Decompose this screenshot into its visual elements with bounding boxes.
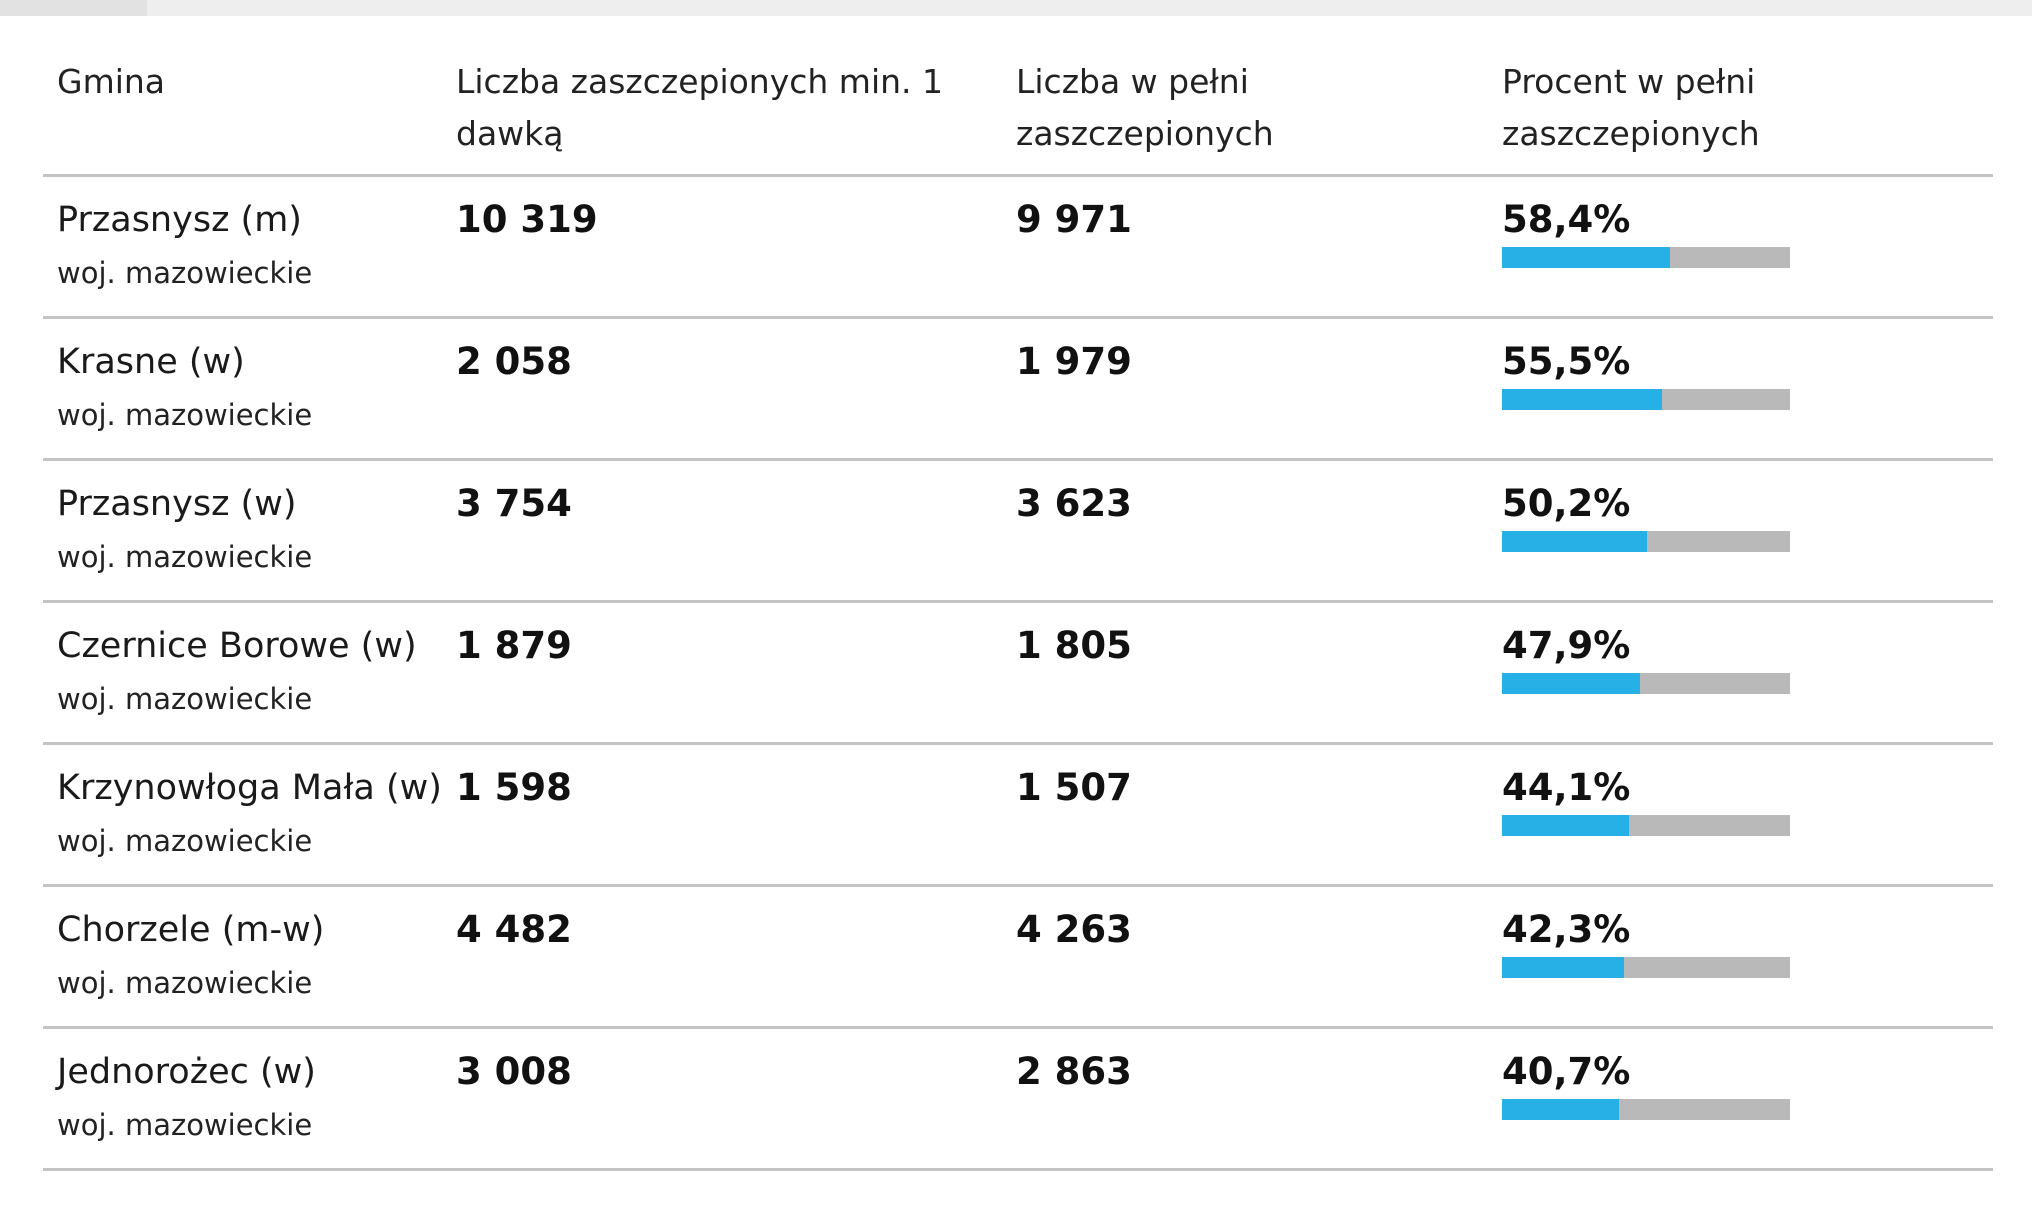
gmina-name: Czernice Borowe (w) — [57, 625, 417, 666]
min-one-dose-value: 10 319 — [456, 197, 598, 241]
top-strip — [0, 0, 2032, 16]
cell-min-one-dose: 3 008 — [442, 1027, 1002, 1171]
percent-bar-fill — [1502, 672, 1640, 694]
table-row: Krasne (w) woj. mazowieckie 2 058 1 979 55,5… — [43, 317, 1993, 461]
percent-bar — [1502, 246, 1790, 268]
min-one-dose-value: 1 879 — [456, 623, 572, 667]
header-percent-fully[interactable]: Procent w pełni zaszczepionych — [1488, 52, 1993, 177]
fully-vaccinated-value: 2 863 — [1016, 1049, 1132, 1093]
fully-vaccinated-value: 4 263 — [1016, 907, 1132, 951]
cell-gmina: Jednorożec (w) woj. mazowieckie — [43, 1027, 442, 1171]
cell-min-one-dose: 4 482 — [442, 885, 1002, 1029]
gmina-region: woj. mazowieckie — [57, 539, 313, 574]
cell-fully-vaccinated: 1 805 — [1002, 601, 1488, 745]
table-row: Krzynowłoga Mała (w) woj. mazowieckie 1 59… — [43, 743, 1993, 887]
cell-percent-fully: 58,4% — [1488, 175, 1993, 319]
cell-percent-fully: 44,1% — [1488, 743, 1993, 887]
table-row: Jednorożec (w) woj. mazowieckie 3 008 2 863… — [43, 1027, 1993, 1171]
percent-bar-fill — [1502, 388, 1662, 410]
vaccination-table: Gmina Liczba zaszczepionych min. 1 dawką… — [43, 52, 1993, 1171]
table-row: Czernice Borowe (w) woj. mazowieckie 1 879… — [43, 601, 1993, 745]
header-row: Gmina Liczba zaszczepionych min. 1 dawką… — [43, 52, 1993, 177]
min-one-dose-value: 3 754 — [456, 481, 572, 525]
percent-value: 55,5% — [1502, 339, 1631, 383]
cell-fully-vaccinated: 9 971 — [1002, 175, 1488, 319]
percent-value: 42,3% — [1502, 907, 1631, 951]
gmina-region: woj. mazowieckie — [57, 397, 313, 432]
gmina-region: woj. mazowieckie — [57, 255, 313, 290]
cell-min-one-dose: 10 319 — [442, 175, 1002, 319]
percent-bar — [1502, 814, 1790, 836]
cell-gmina: Krasne (w) woj. mazowieckie — [43, 317, 442, 461]
percent-bar-fill — [1502, 246, 1671, 268]
cell-gmina: Przasnysz (w) woj. mazowieckie — [43, 459, 442, 603]
top-tab[interactable] — [0, 0, 147, 16]
cell-gmina: Czernice Borowe (w) woj. mazowieckie — [43, 601, 442, 745]
percent-bar — [1502, 388, 1790, 410]
cell-fully-vaccinated: 2 863 — [1002, 1027, 1488, 1171]
table-row: Chorzele (m-w) woj. mazowieckie 4 482 4 263… — [43, 885, 1993, 1029]
gmina-region: woj. mazowieckie — [57, 823, 313, 858]
fully-vaccinated-value: 1 805 — [1016, 623, 1132, 667]
gmina-name: Chorzele (m-w) — [57, 909, 325, 950]
gmina-region: woj. mazowieckie — [57, 1107, 313, 1142]
percent-bar — [1502, 672, 1790, 694]
gmina-name: Przasnysz (m) — [57, 199, 302, 240]
table-body: Przasnysz (m) woj. mazowieckie 10 319 9 971… — [43, 175, 1993, 1171]
header-gmina[interactable]: Gmina — [43, 52, 442, 177]
cell-percent-fully: 47,9% — [1488, 601, 1993, 745]
cell-min-one-dose: 1 598 — [442, 743, 1002, 887]
gmina-name: Przasnysz (w) — [57, 483, 297, 524]
cell-gmina: Krzynowłoga Mała (w) woj. mazowieckie — [43, 743, 442, 887]
percent-value: 50,2% — [1502, 481, 1631, 525]
percent-bar-fill — [1502, 530, 1647, 552]
percent-bar-fill — [1502, 1098, 1620, 1120]
header-fully-vaccinated[interactable]: Liczba w pełni zaszczepionych — [1002, 52, 1488, 177]
cell-percent-fully: 50,2% — [1488, 459, 1993, 603]
percent-bar-fill — [1502, 814, 1629, 836]
cell-fully-vaccinated: 4 263 — [1002, 885, 1488, 1029]
header-min-one-dose[interactable]: Liczba zaszczepionych min. 1 dawką — [442, 52, 1002, 177]
percent-value: 44,1% — [1502, 765, 1631, 809]
table-row: Przasnysz (w) woj. mazowieckie 3 754 3 623 5… — [43, 459, 1993, 603]
cell-percent-fully: 40,7% — [1488, 1027, 1993, 1171]
min-one-dose-value: 2 058 — [456, 339, 572, 383]
percent-bar — [1502, 1098, 1790, 1120]
percent-value: 47,9% — [1502, 623, 1631, 667]
fully-vaccinated-value: 3 623 — [1016, 481, 1132, 525]
min-one-dose-value: 3 008 — [456, 1049, 572, 1093]
cell-min-one-dose: 3 754 — [442, 459, 1002, 603]
cell-min-one-dose: 2 058 — [442, 317, 1002, 461]
cell-gmina: Chorzele (m-w) woj. mazowieckie — [43, 885, 442, 1029]
cell-percent-fully: 55,5% — [1488, 317, 1993, 461]
min-one-dose-value: 4 482 — [456, 907, 572, 951]
cell-fully-vaccinated: 3 623 — [1002, 459, 1488, 603]
table-row: Przasnysz (m) woj. mazowieckie 10 319 9 971… — [43, 175, 1993, 319]
percent-value: 58,4% — [1502, 197, 1631, 241]
fully-vaccinated-value: 1 979 — [1016, 339, 1132, 383]
fully-vaccinated-value: 1 507 — [1016, 765, 1132, 809]
cell-fully-vaccinated: 1 507 — [1002, 743, 1488, 887]
gmina-region: woj. mazowieckie — [57, 681, 313, 716]
gmina-name: Krasne (w) — [57, 341, 245, 382]
percent-bar — [1502, 530, 1790, 552]
percent-value: 40,7% — [1502, 1049, 1631, 1093]
gmina-name: Krzynowłoga Mała (w) — [57, 767, 442, 808]
gmina-name: Jednorożec (w) — [57, 1051, 316, 1092]
cell-min-one-dose: 1 879 — [442, 601, 1002, 745]
min-one-dose-value: 1 598 — [456, 765, 572, 809]
percent-bar-fill — [1502, 956, 1624, 978]
fully-vaccinated-value: 9 971 — [1016, 197, 1132, 241]
percent-bar — [1502, 956, 1790, 978]
cell-fully-vaccinated: 1 979 — [1002, 317, 1488, 461]
cell-percent-fully: 42,3% — [1488, 885, 1993, 1029]
cell-gmina: Przasnysz (m) woj. mazowieckie — [43, 175, 442, 319]
gmina-region: woj. mazowieckie — [57, 965, 313, 1000]
